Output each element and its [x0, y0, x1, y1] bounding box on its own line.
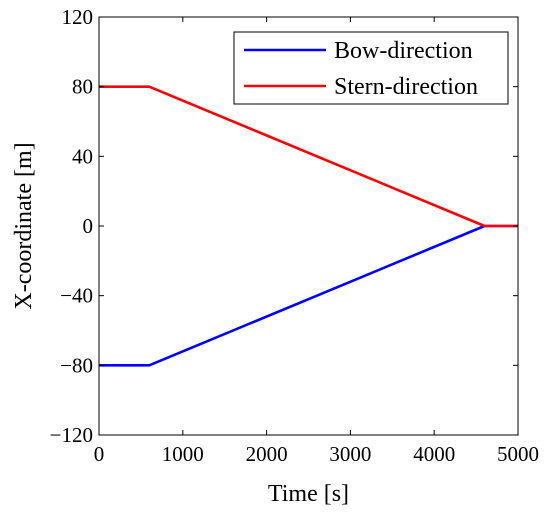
y-axis-title: X-coordinate [m] — [11, 142, 37, 309]
legend-box — [233, 31, 509, 105]
ticks-layer: 0 1000 2000 3000 4000 5000 120 80 40 0 −40 −80 −120 — [50, 5, 539, 466]
legend-label: Bow-direction — [334, 38, 473, 64]
y-tick-label: 120 — [62, 5, 94, 29]
x-axis-title: Time [s] — [268, 481, 349, 507]
y-tick-label: 0 — [83, 214, 94, 238]
x-tick-label: 1000 — [162, 442, 204, 466]
y-tick-label: 80 — [72, 75, 93, 99]
series-layer — [99, 85, 518, 367]
x-tick-label: 5000 — [497, 442, 539, 466]
x-tick-label: 3000 — [329, 442, 371, 466]
legend: Bow-direction Stern-direction — [233, 31, 509, 105]
series-line-bow-direction — [99, 224, 518, 367]
series-line-stern-direction — [99, 85, 518, 228]
y-tick-label: −40 — [60, 284, 93, 308]
x-tick-label: 4000 — [413, 442, 455, 466]
y-tick-label: −80 — [60, 353, 93, 377]
legend-label: Stern-direction — [334, 74, 478, 100]
y-tick-label: 40 — [72, 144, 93, 168]
x-tick-label: 2000 — [246, 442, 288, 466]
x-tick-label: 0 — [94, 442, 105, 466]
y-tick-label: −120 — [50, 423, 93, 447]
